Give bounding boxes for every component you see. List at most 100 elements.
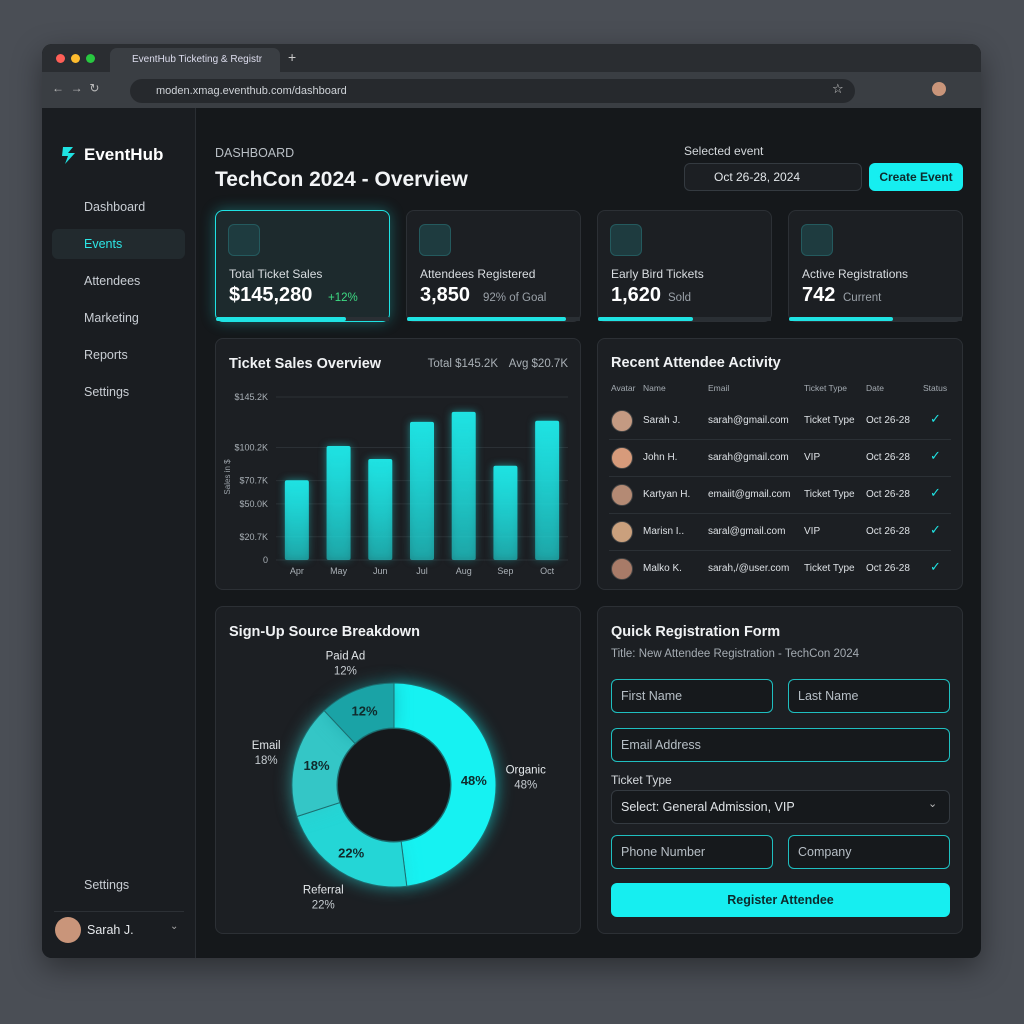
url-field[interactable]: moden.xmag.eventhub.com/dashboard [130,79,855,103]
table-cell: Oct 26-28 [866,452,910,463]
bar [284,480,309,560]
y-tick-label: $20.7K [239,532,268,542]
kpi-label: Early Bird Tickets [611,267,704,281]
nav-item[interactable]: Reports [84,348,128,362]
legend-name: Referral [303,884,344,896]
y-tick-label: $145.2K [234,392,268,402]
table-cell: Oct 26-28 [866,526,910,537]
kpi-card[interactable]: Total Ticket Sales $145,280 +12% [215,210,390,322]
table-cell: John H. [643,452,678,463]
kpi-card[interactable]: Active Registrations 742 Current [788,210,963,322]
kpi-value: $145,280 [229,284,313,306]
legend-value: 22% [312,899,335,911]
avatar [611,447,633,469]
column-header: Status [923,383,948,393]
kpi-note: Sold [668,292,692,304]
phone-input[interactable]: Phone Number [611,835,773,869]
table-cell: emaiit@gmail.com [708,489,791,500]
nav-item[interactable]: Marketing [84,311,139,325]
slice-label: 48% [461,773,487,788]
kpi-note: +12% [328,292,358,304]
new-tab[interactable]: + [288,49,297,65]
nav-item[interactable]: Attendees [84,274,141,288]
x-tick-label: May [330,566,348,576]
column-header: Date [866,383,884,393]
company-input[interactable]: Company [788,835,950,869]
bar [535,420,560,560]
user-name[interactable]: Sarah J. [87,923,134,937]
legend-name: Paid Ad [326,650,366,662]
user-menu[interactable]: ⌄ [170,921,179,932]
table-cell: Kartyan H. [643,489,691,500]
create-button[interactable]: Create Event [869,163,963,191]
kpi-label: Attendees Registered [420,267,536,281]
close-dot[interactable] [56,54,65,63]
table-cell: VIP [804,452,821,463]
status-check: ✓ [930,522,941,537]
avatar [611,558,633,580]
x-tick-label: Apr [290,566,304,576]
row-divider [609,513,951,514]
kpi-note: Current [843,292,882,304]
event-label: Selected event [684,144,764,158]
avatar [611,410,633,432]
max-dot[interactable] [86,54,95,63]
y-axis-label: Sales in $ [223,459,232,495]
nav-item[interactable]: Settings [84,878,130,892]
profile[interactable] [932,82,946,96]
slice-label: 12% [352,704,378,719]
table-cell: Sarah J. [643,415,681,426]
status-check: ✓ [930,411,941,426]
ticket-label: Ticket Type [611,773,672,787]
pie-slice [323,682,395,745]
chart-summary: Total $145.2K [428,358,499,370]
table-cell: Oct 26-28 [866,563,910,574]
chart-title: Ticket Sales Overview [229,356,382,372]
pie-slice [393,682,497,887]
chart-title: Sign-Up Source Breakdown [229,624,420,640]
avatar [611,484,633,506]
progress-track [598,317,771,321]
x-tick-label: Sep [497,566,513,576]
last-name-input[interactable]: Last Name [788,679,950,713]
y-tick-label: $50.0K [239,499,268,509]
submit-button[interactable]: Register Attendee [611,883,950,917]
row-divider [609,439,951,440]
bar [410,421,434,560]
progress-track [407,317,580,321]
nav-buttons[interactable]: ← → ↻ [52,81,100,95]
first-name-input[interactable]: First Name [611,679,773,713]
min-dot[interactable] [71,54,80,63]
table-cell: Ticket Type [804,489,855,500]
column-header: Name [643,383,666,393]
bookmark[interactable]: ☆ [832,81,844,96]
sales-chart: Ticket Sales Overview Total $145.2K Avg $2… [215,338,581,590]
progress-fill [407,317,567,321]
kpi-card[interactable]: Early Bird Tickets 1,620 Sold [597,210,772,322]
kpi-value: 3,850 [420,284,471,306]
status-check: ✓ [930,448,941,463]
panel-title: Recent Attendee Activity [611,355,781,371]
ticket-select[interactable]: Select: General Admission, VIP [611,790,950,824]
y-tick-label: $70.7K [239,476,268,486]
kpi-note: 92% of Goal [483,292,547,304]
kpi-value: 1,620 [611,284,662,306]
page-title: TechCon 2024 - Overview [215,168,468,191]
tab-bar: EventHub Ticketing & Registr + [42,44,981,72]
browser-window: EventHub Ticketing & Registr + ← → ↻ mod… [42,44,981,958]
table-cell: sarah@gmail.com [708,452,789,463]
event-select[interactable]: Oct 26-28, 2024 [684,163,862,191]
x-tick-label: Aug [456,566,472,576]
email-input[interactable]: Email Address [611,728,950,762]
legend-value: 48% [514,780,537,792]
kpi-card[interactable]: Attendees Registered 3,850 92% of Goal [406,210,581,322]
table-cell: Oct 26-28 [866,489,910,500]
x-tick-label: Jul [416,566,428,576]
activity-panel: Recent Attendee Activity Avatar Name Email… [597,338,963,590]
nav-item[interactable]: Settings [84,385,130,399]
browser-tab[interactable]: EventHub Ticketing & Registr [110,48,280,72]
nav-item[interactable]: Dashboard [84,200,146,214]
nav-item[interactable]: Events [52,229,185,259]
